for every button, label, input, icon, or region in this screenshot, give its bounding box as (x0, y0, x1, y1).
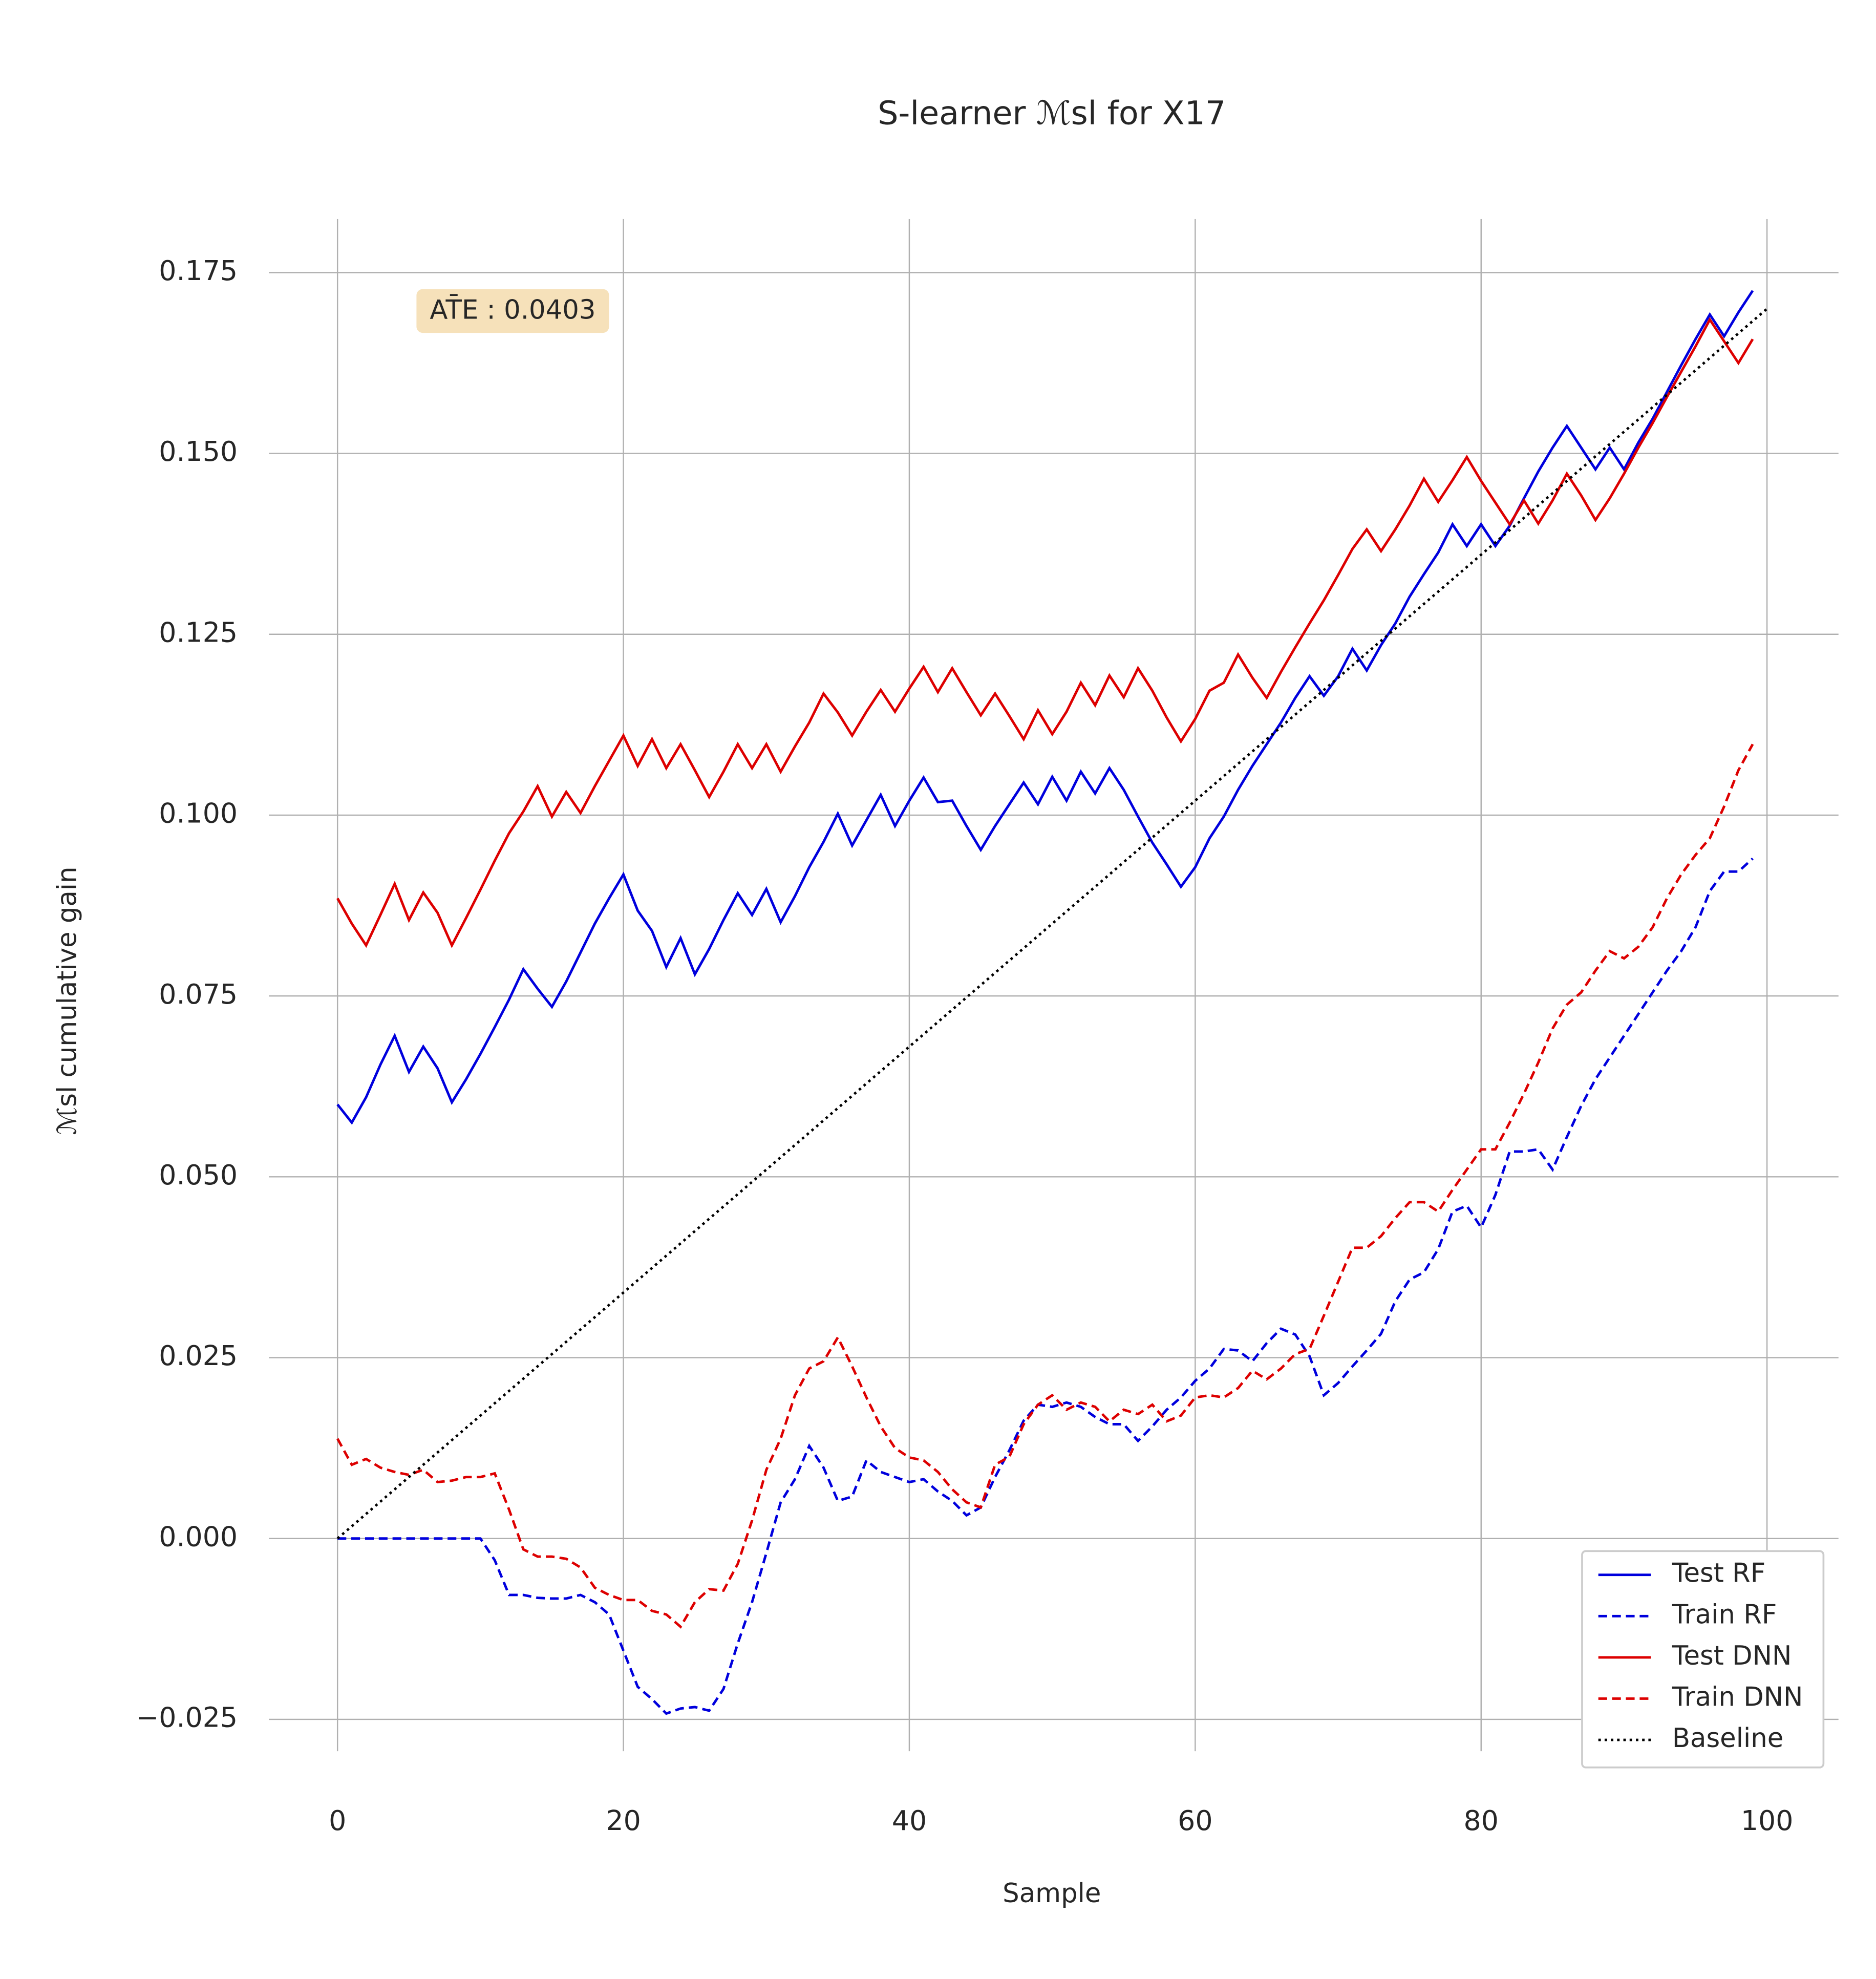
legend-label: Train RF (1672, 1599, 1777, 1630)
y-tick-label: 0.100 (159, 797, 238, 829)
x-tick-label: 80 (1464, 1804, 1499, 1837)
series-line (337, 857, 1754, 1715)
y-tick-label: 0.025 (159, 1339, 238, 1372)
series-line (336, 743, 1754, 1629)
annotation-box (416, 289, 609, 333)
series-line (336, 317, 1754, 948)
legend-label: Test DNN (1672, 1641, 1792, 1671)
x-tick-label: 0 (329, 1804, 346, 1837)
legend-label: Baseline (1672, 1723, 1783, 1754)
series-line (336, 308, 1768, 1540)
y-tick-label: 0.050 (159, 1159, 238, 1191)
y-tick-label: 0.125 (159, 616, 238, 648)
y-tick-label: 0.000 (159, 1520, 238, 1552)
y-tick-label: 0.075 (159, 978, 238, 1010)
chart-title: S-learner ℳsl for X17 (878, 94, 1226, 132)
y-tick-label: 0.150 (159, 435, 238, 467)
x-tick-label: 20 (606, 1804, 641, 1837)
y-tick-label: −0.025 (136, 1701, 238, 1734)
x-tick-label: 60 (1178, 1804, 1212, 1837)
x-axis-label: Sample (1003, 1878, 1101, 1909)
legend-label: Train DNN (1672, 1682, 1803, 1712)
x-tick-label: 40 (892, 1804, 927, 1837)
y-axis-label: ℳsl cumulative gain (52, 866, 82, 1135)
annotation: AT̄E : 0.0403 (430, 294, 595, 325)
x-tick-label: 100 (1741, 1804, 1794, 1837)
legend-label: Test RF (1672, 1558, 1765, 1589)
legend-box (1581, 1550, 1825, 1769)
y-tick-label: 0.175 (159, 254, 238, 287)
